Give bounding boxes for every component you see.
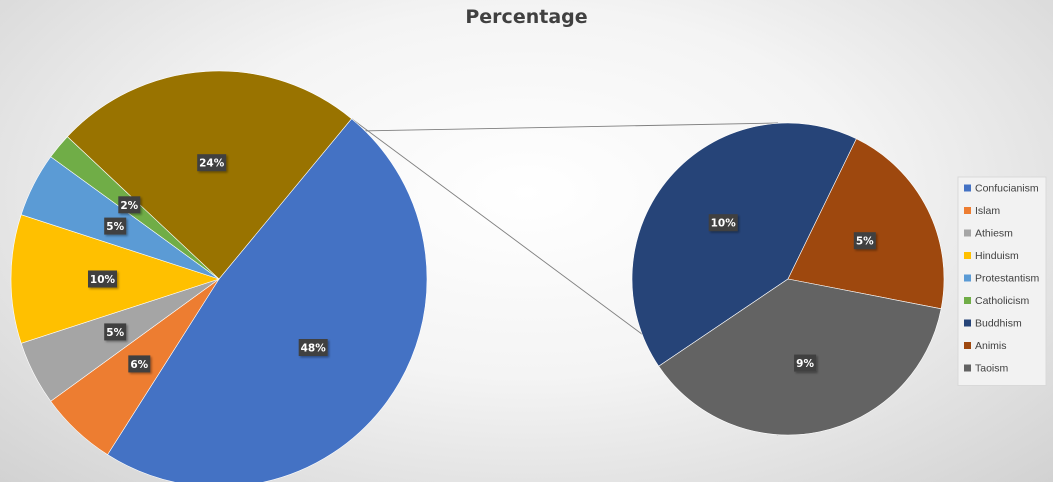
legend-item-athiesm: Athiesm <box>964 228 1013 240</box>
svg-text:9%: 9% <box>796 358 814 370</box>
svg-text:24%: 24% <box>199 158 225 170</box>
legend-item-animis: Animis <box>964 340 1007 352</box>
svg-text:48%: 48% <box>301 343 327 355</box>
main-pie-label-protestantism: 5% <box>104 217 127 235</box>
svg-text:10%: 10% <box>711 218 737 230</box>
legend-item-islam: Islam <box>964 205 1000 217</box>
legend-item-protestantism: Protestantism <box>964 273 1039 285</box>
legend-item-hinduism: Hinduism <box>964 250 1019 262</box>
svg-text:Hinduism: Hinduism <box>975 250 1019 262</box>
legend-box <box>957 176 1047 386</box>
svg-text:10%: 10% <box>90 274 116 286</box>
svg-text:Taoism: Taoism <box>975 363 1009 375</box>
legend-item-taoism: Taoism <box>964 363 1009 375</box>
legend: Confucianism Islam Athiesm Hinduism Protesta… <box>957 176 1047 386</box>
svg-text:Catholicism: Catholicism <box>975 295 1030 307</box>
main-pie-slice-confucianism <box>107 118 428 482</box>
main-pie-label-catholicism: 2% <box>118 196 141 214</box>
main-pie <box>10 70 428 482</box>
main-pie-label-hinduism: 10% <box>88 270 117 288</box>
main-pie-label-islam: 6% <box>128 355 151 373</box>
secondary-pie-label-animis: 5% <box>853 232 876 250</box>
svg-text:2%: 2% <box>120 200 138 212</box>
svg-text:5%: 5% <box>106 327 124 339</box>
data-labels: 48% 6% 5% 10% 5% 2% 24% 10% 5% 9% <box>88 154 876 373</box>
main-pie-label-confucianism: 48% <box>298 339 328 356</box>
main-pie-slice-other <box>66 70 353 280</box>
legend-item-catholicism: Catholicism <box>964 295 1030 307</box>
legend-item-buddhism: Buddhism <box>964 318 1022 330</box>
main-pie-label-athiesm: 5% <box>104 323 127 341</box>
svg-text:Protestantism: Protestantism <box>975 273 1039 285</box>
svg-text:Confucianism: Confucianism <box>975 183 1039 195</box>
main-pie-label-other: 24% <box>197 154 227 172</box>
secondary-pie <box>631 122 945 436</box>
secondary-pie-slice-animis <box>787 138 945 310</box>
svg-text:5%: 5% <box>106 221 124 233</box>
svg-text:5%: 5% <box>856 236 874 248</box>
svg-text:Buddhism: Buddhism <box>975 318 1022 330</box>
secondary-pie-label-taoism: 9% <box>794 354 817 372</box>
svg-text:6%: 6% <box>130 359 148 371</box>
chart-title: Percentage <box>465 6 588 28</box>
secondary-pie-slice-buddhism <box>631 122 857 367</box>
secondary-pie-label-buddhism: 10% <box>708 214 738 232</box>
svg-text:Islam: Islam <box>975 205 1000 217</box>
svg-text:Animis: Animis <box>975 340 1007 352</box>
svg-text:Athiesm: Athiesm <box>975 228 1013 240</box>
legend-item-confucianism: Confucianism <box>964 183 1039 195</box>
